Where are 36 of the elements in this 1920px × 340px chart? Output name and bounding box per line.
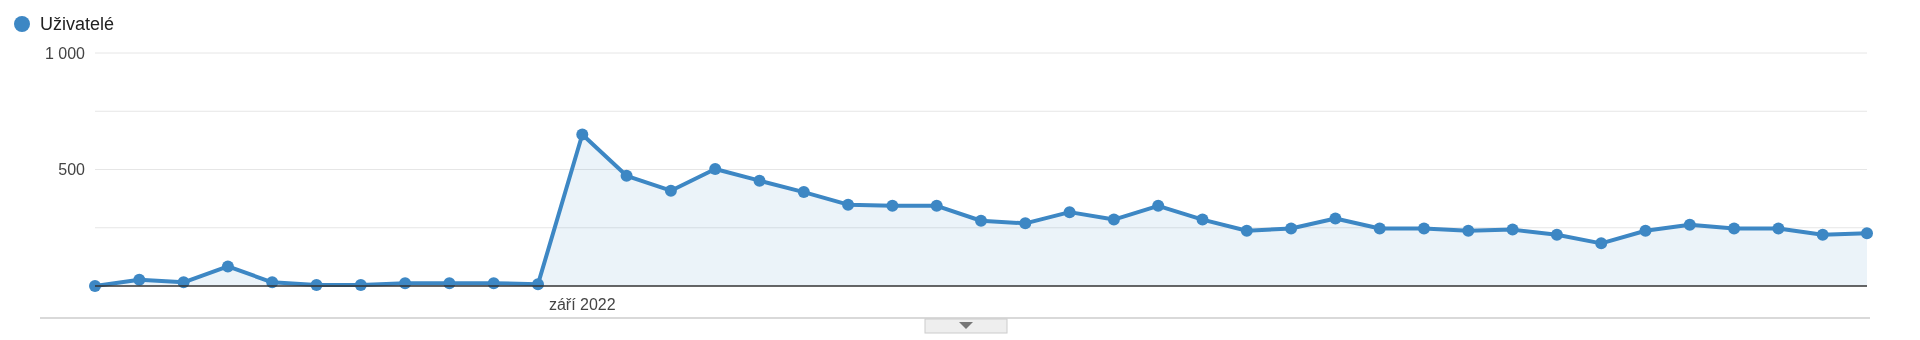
x-tick-label: září 2022 bbox=[548, 296, 616, 313]
point bbox=[1506, 223, 1519, 236]
y-tick-label: 1 000 bbox=[44, 44, 86, 62]
point bbox=[1595, 237, 1608, 250]
point bbox=[664, 184, 677, 197]
legend-label: Uživatelé bbox=[40, 14, 115, 35]
point bbox=[1861, 227, 1873, 240]
point bbox=[1816, 228, 1829, 241]
point bbox=[1373, 222, 1386, 235]
point bbox=[1063, 206, 1076, 219]
point bbox=[797, 186, 810, 199]
point bbox=[1240, 224, 1253, 237]
point bbox=[1683, 218, 1696, 231]
point bbox=[1550, 228, 1563, 241]
point bbox=[1462, 224, 1475, 237]
point bbox=[709, 163, 722, 176]
point bbox=[930, 199, 943, 212]
point bbox=[1329, 212, 1342, 225]
point bbox=[1019, 217, 1032, 230]
point bbox=[1772, 222, 1785, 235]
point bbox=[1152, 199, 1165, 212]
y-tick-label: 500 bbox=[58, 161, 86, 179]
point bbox=[221, 260, 234, 273]
point bbox=[620, 169, 633, 182]
point bbox=[1107, 213, 1120, 226]
point bbox=[975, 214, 987, 227]
point bbox=[133, 273, 146, 286]
point bbox=[1728, 222, 1741, 235]
point bbox=[886, 199, 899, 212]
point bbox=[753, 174, 766, 187]
point bbox=[1196, 213, 1209, 226]
point bbox=[576, 128, 589, 141]
point bbox=[1285, 222, 1298, 235]
point bbox=[842, 198, 855, 211]
point bbox=[1639, 224, 1652, 237]
point bbox=[1418, 222, 1430, 235]
